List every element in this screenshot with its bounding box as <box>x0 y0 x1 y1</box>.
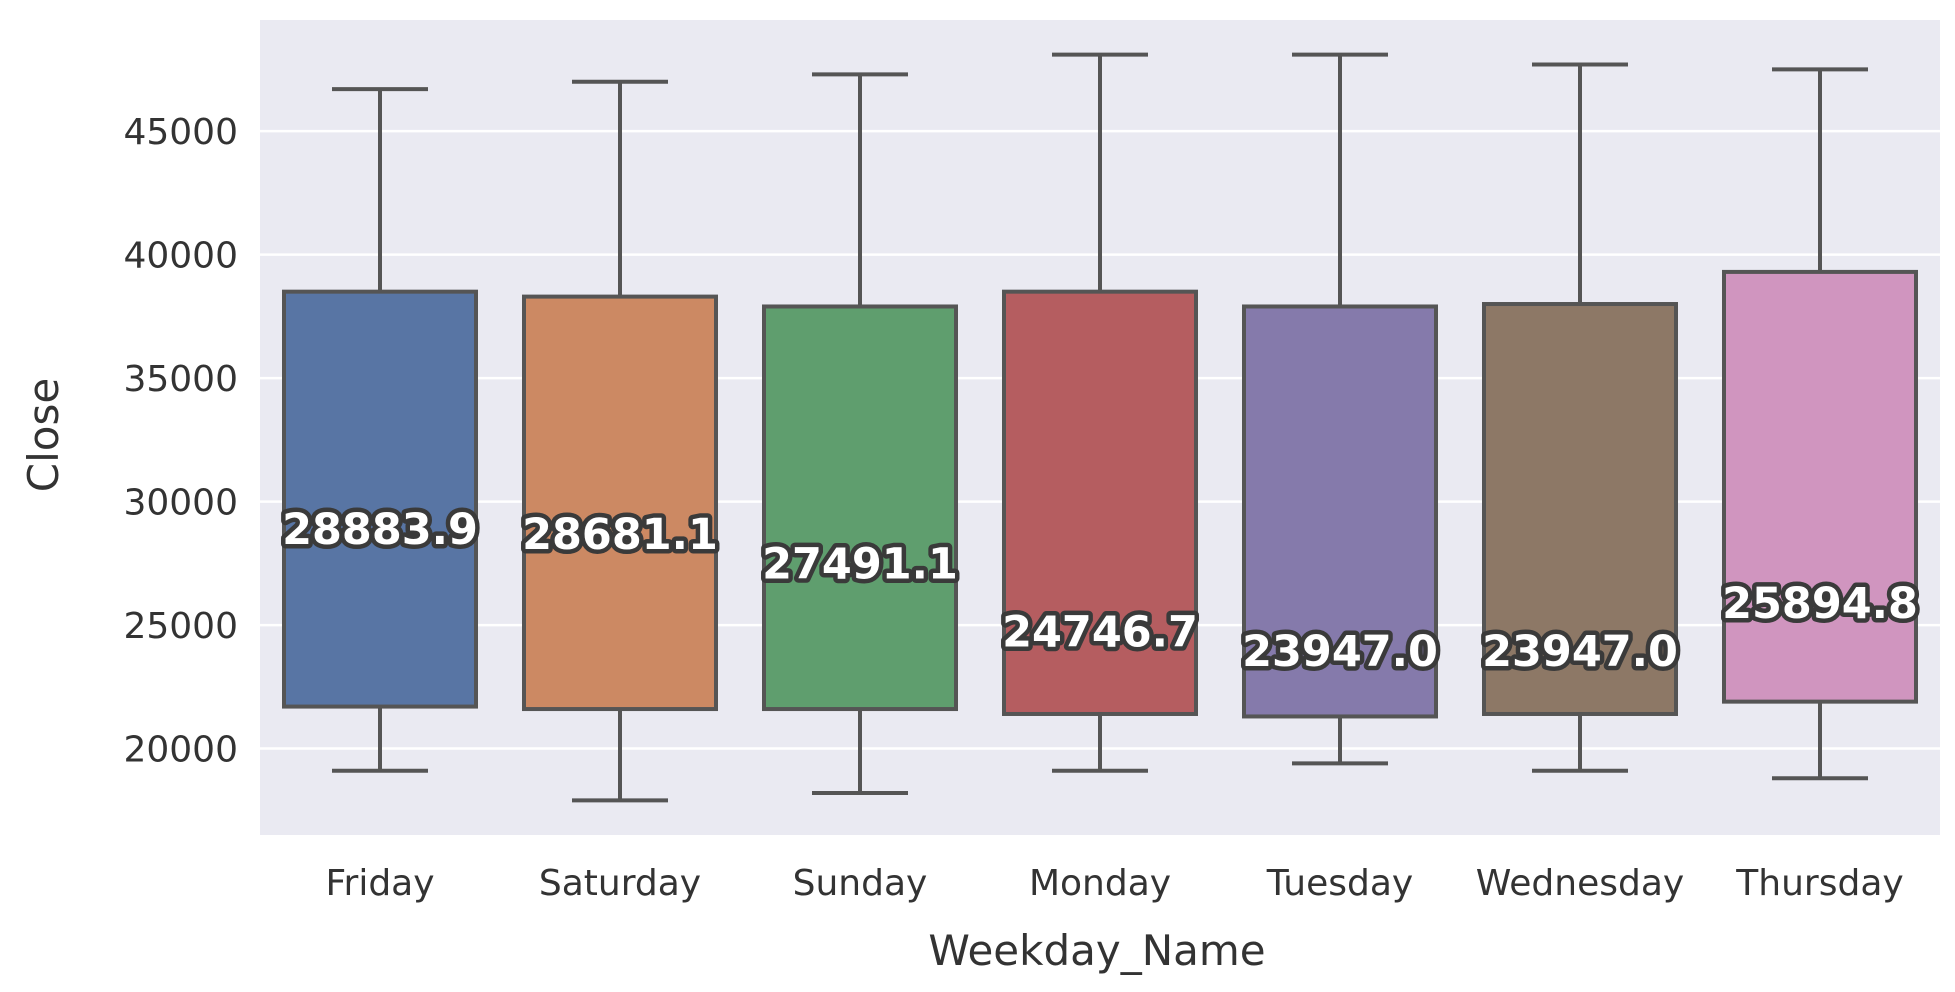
box-monday <box>1002 52 1198 773</box>
box-sunday <box>762 72 958 796</box>
x-tick-label: Tuesday <box>1266 863 1413 904</box>
x-axis-ticks: Friday Saturday Sunday Monday Tuesday Wednesd… <box>325 863 1903 904</box>
x-tick-label: Wednesday <box>1476 863 1684 904</box>
y-tick-label: 40000 <box>123 236 238 277</box>
median-label: 27491.1 <box>762 540 958 590</box>
y-axis-label: Close <box>19 378 68 492</box>
box-tuesday <box>1242 52 1438 766</box>
box-series <box>282 52 1918 803</box>
box-iqr <box>1242 304 1438 719</box>
box-wednesday <box>1482 62 1678 773</box>
box-thursday <box>1722 67 1918 781</box>
x-axis-label: Weekday_Name <box>928 926 1265 975</box>
median-label: 23947.0 <box>1242 627 1438 677</box>
median-label: 28681.1 <box>522 510 718 560</box>
median-label: 23947.0 <box>1482 627 1678 677</box>
box-iqr <box>762 304 958 712</box>
x-tick-label: Friday <box>325 863 434 904</box>
x-tick-label: Thursday <box>1735 863 1903 904</box>
box-saturday <box>522 79 718 803</box>
box-iqr <box>1722 269 1918 704</box>
median-labels: 28883.9 28681.1 27491.1 24746.7 23947.0 23947… <box>278 501 1923 682</box>
box-iqr <box>1482 302 1678 716</box>
y-axis-ticks: 20000 25000 30000 35000 40000 45000 <box>123 112 238 770</box>
x-tick-label: Sunday <box>793 863 928 904</box>
x-tick-label: Monday <box>1029 863 1171 904</box>
median-label: 28883.9 <box>282 505 478 555</box>
median-label: 24746.7 <box>1002 607 1198 657</box>
box-iqr <box>522 294 718 712</box>
box-iqr <box>1002 289 1198 716</box>
y-tick-label: 35000 <box>123 359 238 400</box>
box-friday <box>282 87 478 773</box>
y-tick-label: 30000 <box>123 483 238 524</box>
median-label: 25894.8 <box>1722 579 1918 629</box>
x-tick-label: Saturday <box>539 863 701 904</box>
y-tick-label: 20000 <box>123 730 238 771</box>
y-tick-label: 25000 <box>123 606 238 647</box>
box-iqr <box>282 289 478 709</box>
y-tick-label: 45000 <box>123 112 238 153</box>
